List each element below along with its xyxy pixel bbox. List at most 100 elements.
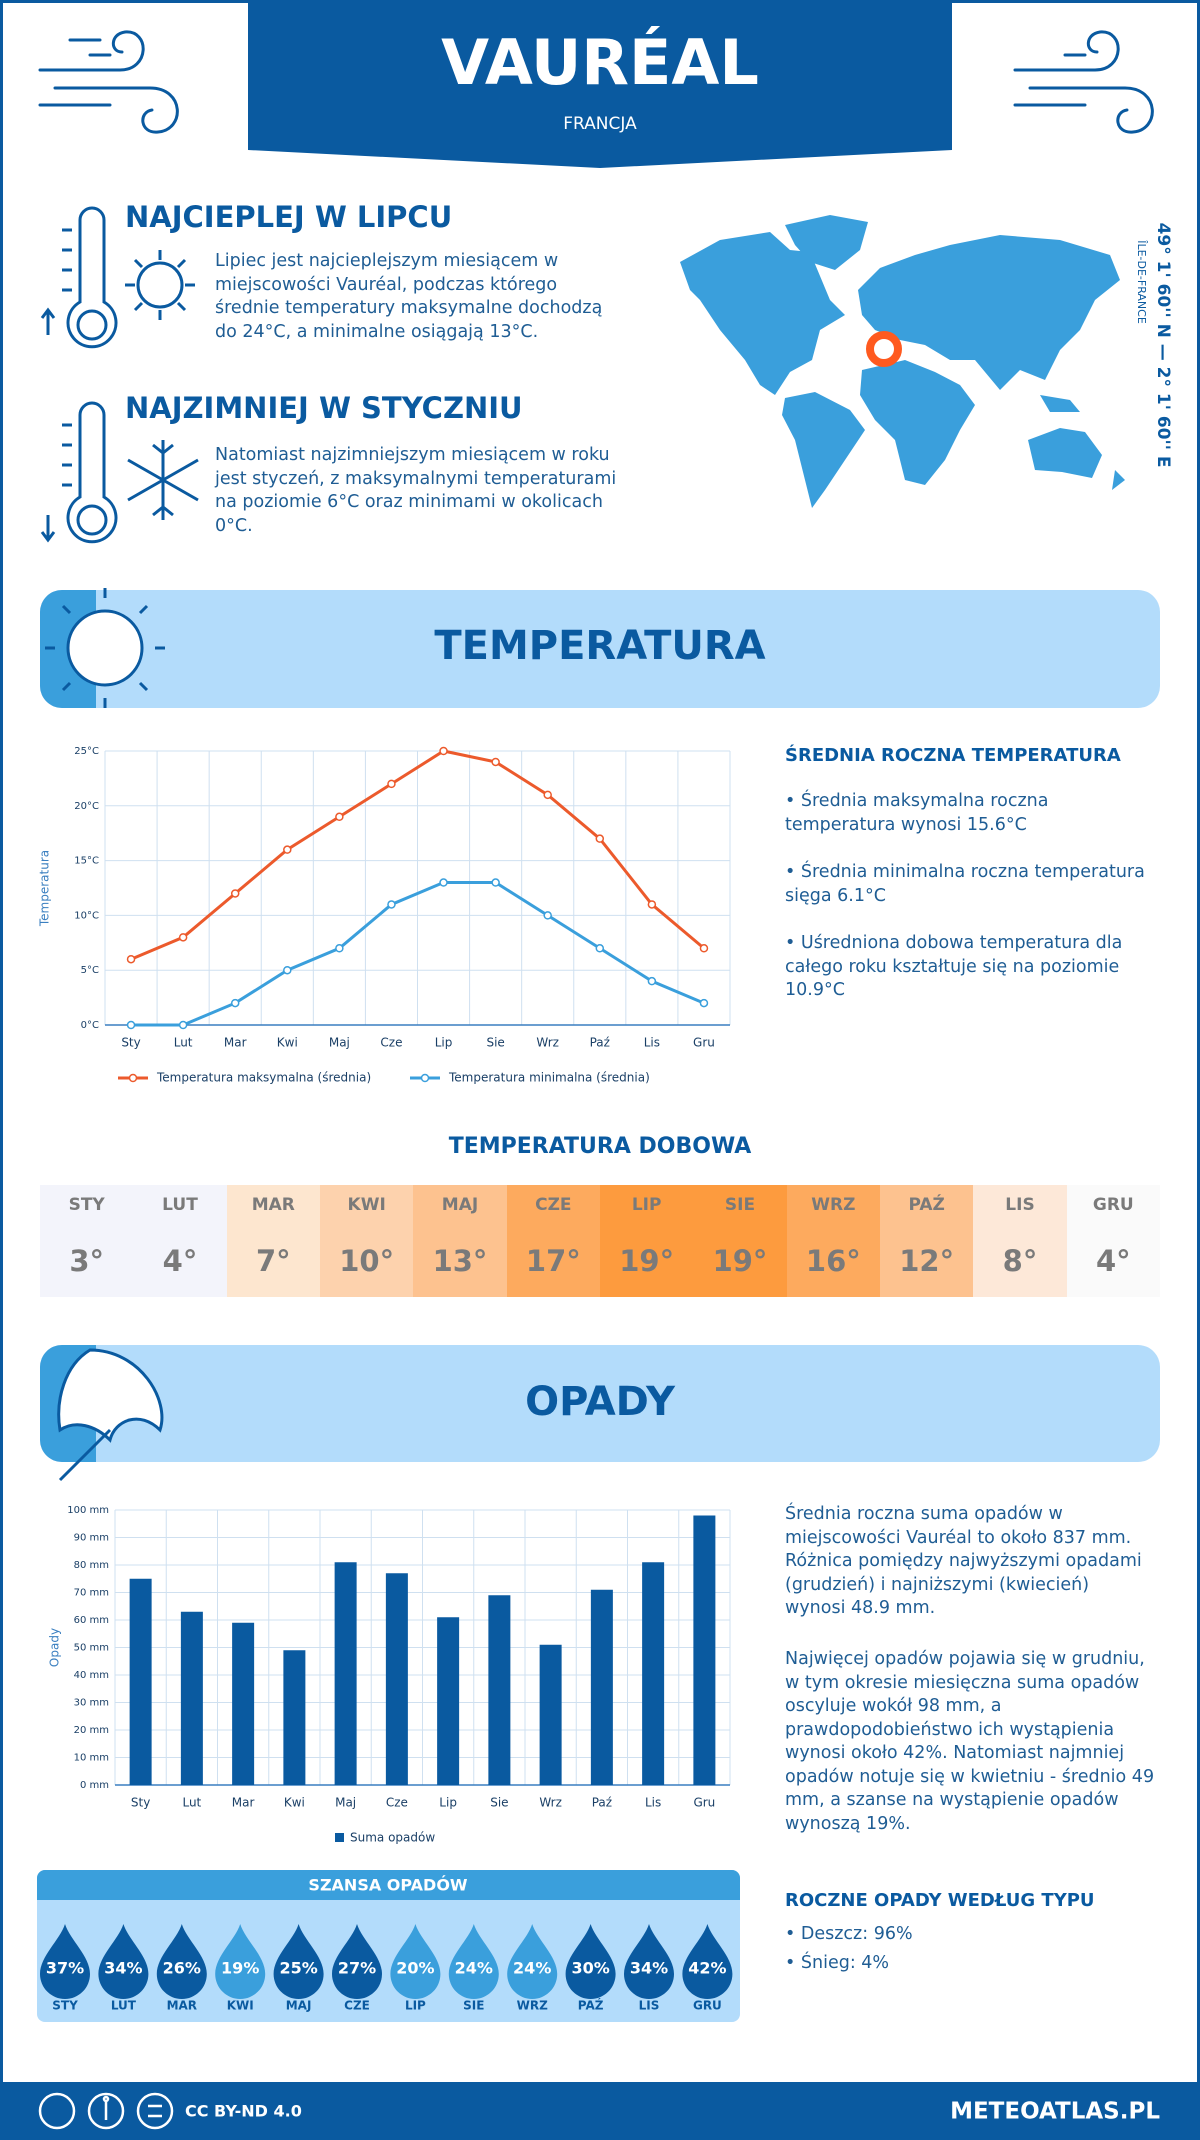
x-tick-label: Gru xyxy=(693,1796,715,1810)
daily-value: 10° xyxy=(320,1225,414,1297)
thermometer-cold-icon xyxy=(40,401,199,544)
chance-month: STY xyxy=(52,1999,78,2013)
summary-item: • Uśredniona dobowa temperatura dla całe… xyxy=(785,933,1123,1000)
bar xyxy=(129,1578,152,1785)
x-tick-label: Lip xyxy=(439,1796,457,1810)
y-tick-label: 60 mm xyxy=(74,1615,109,1626)
x-tick-label: Lut xyxy=(182,1796,201,1810)
bar xyxy=(642,1562,665,1785)
x-tick-label: Mar xyxy=(232,1796,255,1810)
drop xyxy=(40,1924,90,1999)
month-header: KWI xyxy=(320,1185,414,1225)
y-tick-label: 10 mm xyxy=(74,1753,109,1764)
point xyxy=(543,790,552,800)
precip-text: Średnia roczna suma opadów w miejscowośc… xyxy=(785,1504,1142,1618)
month-header: MAR xyxy=(226,1185,320,1225)
coldest-text: Natomiast najzimniejszym miesiącem w rok… xyxy=(215,445,617,536)
point xyxy=(387,779,396,789)
precipitation-banner xyxy=(40,1345,1160,1462)
y-tick-label: 30 mm xyxy=(74,1698,109,1709)
x-tick-label: Sie xyxy=(490,1796,508,1810)
point xyxy=(699,944,709,953)
region: ÎLE-DE-FRANCE xyxy=(1135,239,1148,324)
y-tick-label: 5°C xyxy=(81,965,99,976)
chance-title: SZANSA OPADÓW xyxy=(308,1876,468,1895)
x-tick-label: Cze xyxy=(386,1796,408,1810)
legend-label: Suma opadów xyxy=(350,1831,435,1845)
x-tick-label: Lip xyxy=(435,1036,453,1050)
x-tick-label: Paź xyxy=(590,1036,610,1050)
world-map xyxy=(680,215,1125,508)
x-tick-label: Lis xyxy=(644,1036,660,1050)
temperature-banner xyxy=(40,590,1160,708)
legend-marker xyxy=(420,1073,430,1083)
point xyxy=(595,834,605,843)
point xyxy=(439,746,448,756)
chance-month: CZE xyxy=(344,1999,370,2013)
month-header: STY xyxy=(40,1185,134,1225)
x-tick-label: Gru xyxy=(693,1036,715,1050)
x-tick-label: Paź xyxy=(592,1796,612,1810)
point xyxy=(335,944,344,953)
drop xyxy=(332,1924,382,1999)
x-tick-label: Sty xyxy=(131,1796,150,1810)
coordinates: 49° 1' 60'' N — 2° 1' 60'' E xyxy=(1153,223,1173,468)
x-tick-label: Mar xyxy=(224,1036,247,1050)
point xyxy=(647,976,657,986)
y-axis-label: Temperatura xyxy=(38,850,52,927)
chance-value: 24% xyxy=(513,1959,551,1978)
x-tick-label: Maj xyxy=(335,1796,356,1810)
chance-month: SIE xyxy=(463,1999,484,2013)
summary-item: • Średnia minimalna roczna temperatura s… xyxy=(785,862,1145,906)
y-tick-label: 25°C xyxy=(74,746,99,757)
legend-marker xyxy=(128,1073,138,1083)
section-heading: OPADY xyxy=(525,1379,676,1425)
sun-icon xyxy=(45,588,165,708)
chance-value: 20% xyxy=(396,1959,434,1978)
summary-title: ŚREDNIA ROCZNA TEMPERATURA xyxy=(785,745,1121,766)
drop xyxy=(390,1924,441,1999)
chance-month: MAJ xyxy=(286,1999,312,2013)
x-tick-label: Maj xyxy=(329,1036,350,1050)
header-banner xyxy=(248,0,952,168)
point xyxy=(126,1020,136,1030)
daily-value: 17° xyxy=(506,1225,600,1297)
point xyxy=(543,911,552,920)
y-tick-label: 0 mm xyxy=(80,1780,109,1791)
x-tick-label: Lut xyxy=(174,1036,193,1050)
umbrella-icon xyxy=(57,1348,164,1482)
chance-value: 37% xyxy=(46,1959,84,1978)
daily-value: 19° xyxy=(600,1225,694,1297)
wind-icon-right xyxy=(1013,30,1154,134)
point xyxy=(491,757,500,767)
daily-value: 12° xyxy=(880,1225,974,1297)
bar xyxy=(283,1650,306,1785)
footer-bar xyxy=(0,2082,1200,2140)
month-header: LIS xyxy=(973,1185,1067,1225)
license-icons xyxy=(38,2092,174,2130)
y-tick-label: 90 mm xyxy=(74,1533,109,1544)
chance-value: 27% xyxy=(338,1959,376,1978)
legend-marker xyxy=(335,1833,344,1842)
point xyxy=(387,900,396,909)
bar xyxy=(539,1644,562,1785)
drop xyxy=(156,1924,207,1999)
chance-value: 25% xyxy=(279,1959,317,1978)
y-tick-label: 50 mm xyxy=(74,1643,109,1654)
country: FRANCJA xyxy=(563,114,637,134)
chance-month: PAŹ xyxy=(578,1998,604,2013)
chance-month: LUT xyxy=(111,1999,137,2013)
daily-table: STY LUT MAR KWI MAJ CZE LIP SIE WRZ PAŹ LIS GRU 3° 4°… xyxy=(40,1185,1160,1297)
section-heading: TEMPERATURA xyxy=(434,623,765,669)
chance-value: 26% xyxy=(163,1959,201,1978)
daily-value: 4° xyxy=(1066,1225,1160,1297)
x-tick-label: Lis xyxy=(645,1796,661,1810)
drop xyxy=(507,1924,558,1999)
bar xyxy=(385,1573,408,1785)
summary-item: • Średnia maksymalna roczna temperatura … xyxy=(785,791,1049,835)
month-header: CZE xyxy=(506,1185,600,1225)
y-axis-label: Opady xyxy=(48,1628,62,1667)
location-marker xyxy=(866,331,902,367)
